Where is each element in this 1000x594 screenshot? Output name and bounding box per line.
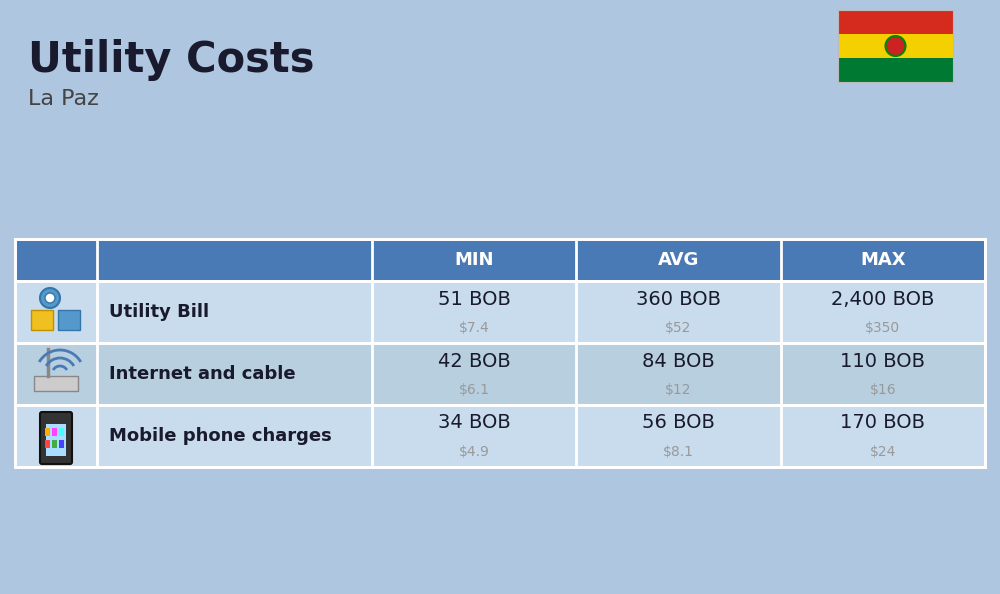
- Text: $24: $24: [870, 445, 896, 459]
- Bar: [15, 405, 985, 467]
- Bar: [15, 239, 985, 281]
- Text: La Paz: La Paz: [28, 89, 99, 109]
- Bar: [52, 440, 57, 448]
- Circle shape: [40, 288, 60, 308]
- Bar: [58, 310, 80, 330]
- Bar: [838, 34, 953, 58]
- Text: 51 BOB: 51 BOB: [438, 289, 511, 308]
- Text: $7.4: $7.4: [459, 321, 490, 335]
- Text: MAX: MAX: [860, 251, 906, 269]
- Text: Utility Costs: Utility Costs: [28, 39, 314, 81]
- Text: $4.9: $4.9: [459, 445, 490, 459]
- FancyBboxPatch shape: [40, 412, 72, 464]
- Circle shape: [45, 293, 55, 303]
- Bar: [838, 10, 953, 82]
- Text: 56 BOB: 56 BOB: [642, 413, 715, 432]
- Bar: [58, 428, 64, 436]
- Text: 360 BOB: 360 BOB: [636, 289, 721, 308]
- Bar: [52, 428, 57, 436]
- Bar: [15, 281, 985, 343]
- Bar: [15, 343, 985, 405]
- Text: 84 BOB: 84 BOB: [642, 352, 715, 371]
- Text: $52: $52: [665, 321, 692, 335]
- Text: $8.1: $8.1: [663, 445, 694, 459]
- Text: AVG: AVG: [658, 251, 699, 269]
- Bar: [838, 10, 953, 34]
- Text: 2,400 BOB: 2,400 BOB: [831, 289, 935, 308]
- Text: 42 BOB: 42 BOB: [438, 352, 511, 371]
- Bar: [58, 440, 64, 448]
- Text: $6.1: $6.1: [459, 383, 490, 397]
- Bar: [45, 428, 50, 436]
- Text: 170 BOB: 170 BOB: [840, 413, 925, 432]
- Bar: [45, 440, 50, 448]
- Text: 110 BOB: 110 BOB: [840, 352, 925, 371]
- Bar: [838, 58, 953, 82]
- Text: 34 BOB: 34 BOB: [438, 413, 511, 432]
- Text: $350: $350: [865, 321, 900, 335]
- Bar: [31, 310, 53, 330]
- Text: $16: $16: [870, 383, 896, 397]
- Text: $12: $12: [665, 383, 692, 397]
- Text: Utility Bill: Utility Bill: [109, 303, 209, 321]
- Text: Mobile phone charges: Mobile phone charges: [109, 427, 332, 445]
- Bar: [34, 376, 78, 391]
- Text: Internet and cable: Internet and cable: [109, 365, 296, 383]
- Text: MIN: MIN: [454, 251, 494, 269]
- Circle shape: [886, 36, 906, 56]
- Bar: [46, 424, 66, 456]
